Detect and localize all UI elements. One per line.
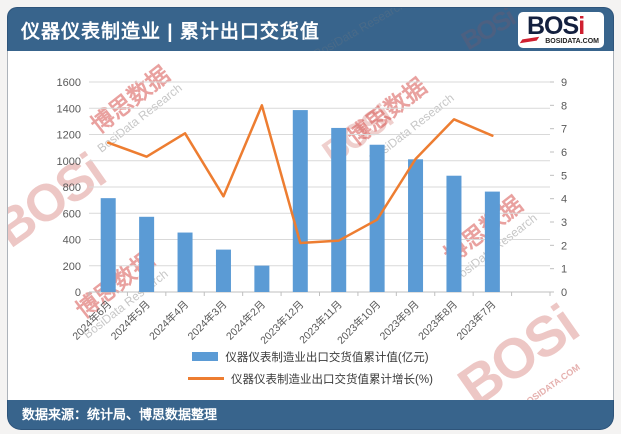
right-axis-tick-label: 3 (561, 217, 567, 229)
x-axis-label: 2024年3月 (185, 298, 230, 343)
right-axis-tick-label: 4 (561, 194, 567, 206)
right-axis-tick-label: 9 (561, 77, 567, 89)
legend-item-bar-series: 仪器仪表制造业出口交货值累计值(亿元) (192, 348, 429, 365)
bar (177, 232, 193, 292)
left-axis-tick-label: 200 (63, 261, 81, 273)
right-axis-tick-label: 7 (561, 124, 567, 136)
legend-bar-swatch (192, 352, 219, 361)
logo-swoosh-icon (519, 36, 540, 44)
x-axis-label: 2024年6月 (70, 298, 115, 343)
left-axis-tick-label: 600 (63, 208, 81, 220)
x-axis-label: 2024年4月 (146, 298, 191, 343)
left-axis-tick-label: 1400 (57, 103, 81, 115)
watermark-text: BosiData Research (311, 7, 408, 51)
bar (331, 127, 347, 292)
left-axis-tick-label: 800 (63, 182, 81, 194)
chart-area: BOSi BOSi BOSi BOSIDATA.COM 博思数据 BosiDat… (7, 51, 614, 400)
x-axis-label: 2023年9月 (377, 298, 422, 343)
left-axis-tick-label: 0 (75, 287, 81, 299)
right-axis-tick-label: 8 (561, 100, 567, 112)
logo-site-text: BOSIDATA.COM (545, 38, 599, 45)
bar (292, 110, 308, 293)
combo-chart: 0 200 400 600 800 1000 1200 1400 1600 0 1 2 3 4 5 6 7 8 9 2… (57, 77, 568, 347)
legend-label: 仪器仪表制造业出口交货值累计增长(%) (231, 373, 433, 386)
left-axis-tick-label: 400 (63, 235, 81, 247)
left-axis-tick-label: 1200 (57, 130, 81, 142)
bar (139, 216, 155, 292)
legend-label: 仪器仪表制造业出口交货值累计值(亿元) (225, 351, 429, 364)
logo-wordmark: BOSi (527, 12, 585, 40)
bar (215, 249, 231, 292)
report-card: 仪器仪表制造业 | 累计出口交货值 BosiData Research BOSi… (7, 7, 614, 430)
x-axis-label: 2023年8月 (415, 298, 460, 343)
data-source-text: 数据来源：统计局、博思数据整理 (22, 407, 218, 422)
right-axis-tick-label: 0 (561, 287, 567, 299)
right-axis-tick-label: 6 (561, 147, 567, 159)
line-series (106, 104, 494, 245)
watermark-logo: BOSi (455, 7, 520, 51)
bar (100, 198, 116, 292)
bar (254, 265, 270, 292)
footer-bar: 数据来源：统计局、博思数据整理 (7, 400, 614, 430)
page-title: 仪器仪表制造业 | 累计出口交货值 (21, 21, 320, 42)
bar (446, 175, 462, 292)
legend-line-swatch (188, 377, 225, 380)
chart-legend: 仪器仪表制造业出口交货值累计值(亿元) 仪器仪表制造业出口交货值累计增长(%) (8, 348, 613, 387)
right-axis-tick-label: 1 (561, 264, 567, 276)
right-axis-tick-label: 5 (561, 170, 567, 182)
legend-item-line-series: 仪器仪表制造业出口交货值累计增长(%) (188, 370, 433, 387)
bosi-logo: BOSi BOSIDATA.COM (518, 12, 604, 48)
bar (484, 191, 500, 292)
left-axis-tick-label: 1000 (57, 156, 81, 168)
bar (408, 159, 424, 292)
x-axis-label: 2023年7月 (454, 298, 499, 343)
x-axis-label: 2024年5月 (108, 298, 153, 343)
header-bar: 仪器仪表制造业 | 累计出口交货值 BosiData Research BOSi… (7, 7, 614, 51)
left-axis-tick-label: 1600 (57, 77, 81, 89)
right-axis-tick-label: 2 (561, 240, 567, 252)
